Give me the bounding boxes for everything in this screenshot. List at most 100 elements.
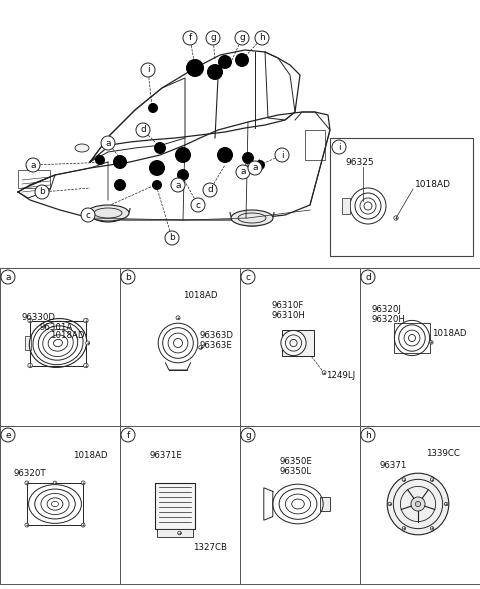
Text: d: d <box>207 186 213 194</box>
Text: i: i <box>147 65 149 74</box>
Text: g: g <box>210 34 216 42</box>
Bar <box>24 336 31 350</box>
Text: a: a <box>105 138 111 147</box>
Text: 1339CC: 1339CC <box>426 449 460 458</box>
Circle shape <box>81 481 85 485</box>
Text: f: f <box>126 431 130 439</box>
Circle shape <box>235 53 249 67</box>
Circle shape <box>178 531 181 535</box>
Text: 96371E: 96371E <box>149 452 182 461</box>
Circle shape <box>1 270 15 284</box>
Circle shape <box>121 428 135 442</box>
Circle shape <box>199 346 202 349</box>
Text: 96363E: 96363E <box>200 340 233 349</box>
Circle shape <box>236 165 250 179</box>
Ellipse shape <box>75 144 89 152</box>
Circle shape <box>411 497 425 511</box>
Bar <box>27 483 83 525</box>
Circle shape <box>217 147 233 163</box>
Bar <box>0 268 120 426</box>
Circle shape <box>149 160 165 176</box>
Circle shape <box>361 428 375 442</box>
Circle shape <box>35 185 49 199</box>
Circle shape <box>255 160 265 170</box>
Bar <box>360 426 480 584</box>
Text: 1018AD: 1018AD <box>50 332 84 340</box>
Bar <box>320 497 330 511</box>
Bar <box>240 268 360 426</box>
Text: 1018AD: 1018AD <box>73 452 108 461</box>
Bar <box>240 426 360 584</box>
Text: 96320H: 96320H <box>372 316 406 325</box>
Text: 96310F: 96310F <box>272 300 304 309</box>
Circle shape <box>95 155 105 165</box>
Circle shape <box>387 473 449 535</box>
Bar <box>360 268 480 426</box>
Circle shape <box>444 502 448 506</box>
Circle shape <box>322 370 326 375</box>
Circle shape <box>81 523 85 527</box>
Circle shape <box>171 178 185 192</box>
Text: c: c <box>245 273 251 282</box>
Text: b: b <box>39 187 45 197</box>
Circle shape <box>136 123 150 137</box>
Text: a: a <box>30 160 36 170</box>
Text: 1327CB: 1327CB <box>193 544 227 552</box>
Text: i: i <box>281 151 283 160</box>
Text: 96350E: 96350E <box>280 458 313 466</box>
Bar <box>282 330 314 356</box>
Bar <box>157 530 193 537</box>
Circle shape <box>26 158 40 172</box>
Circle shape <box>241 428 255 442</box>
Bar <box>330 138 473 256</box>
Circle shape <box>186 59 204 77</box>
Text: 96330D: 96330D <box>22 313 56 323</box>
Text: 96350L: 96350L <box>280 468 312 477</box>
Ellipse shape <box>231 210 273 226</box>
Bar <box>30 320 86 366</box>
Bar <box>120 268 240 426</box>
Circle shape <box>114 179 126 191</box>
Circle shape <box>25 523 29 527</box>
Circle shape <box>218 55 232 69</box>
Circle shape <box>148 103 158 113</box>
Circle shape <box>152 180 162 190</box>
Circle shape <box>84 363 88 368</box>
Circle shape <box>28 318 32 323</box>
Circle shape <box>255 31 269 45</box>
Circle shape <box>241 270 255 284</box>
Circle shape <box>28 363 32 368</box>
Bar <box>0 426 120 584</box>
Circle shape <box>275 148 289 162</box>
Text: 1018AD: 1018AD <box>183 290 217 299</box>
Circle shape <box>154 142 166 154</box>
Bar <box>342 198 350 214</box>
Text: a: a <box>252 164 258 173</box>
Text: h: h <box>365 431 371 439</box>
Text: 96320J: 96320J <box>372 306 402 315</box>
Text: 1018AD: 1018AD <box>432 329 467 337</box>
Text: 96371: 96371 <box>380 462 408 471</box>
Circle shape <box>430 478 434 481</box>
Circle shape <box>121 270 135 284</box>
Text: e: e <box>5 431 11 439</box>
Circle shape <box>176 316 180 320</box>
Bar <box>120 426 240 584</box>
Circle shape <box>394 216 398 220</box>
Circle shape <box>86 341 90 345</box>
Text: a: a <box>240 167 246 177</box>
Circle shape <box>248 161 262 175</box>
Text: 96325: 96325 <box>345 158 373 167</box>
Circle shape <box>203 183 217 197</box>
Text: d: d <box>365 273 371 282</box>
Circle shape <box>101 136 115 150</box>
Text: g: g <box>245 431 251 439</box>
Circle shape <box>177 169 189 181</box>
Circle shape <box>84 318 88 323</box>
Circle shape <box>430 527 434 530</box>
Text: h: h <box>259 34 265 42</box>
Circle shape <box>53 481 57 485</box>
Circle shape <box>206 31 220 45</box>
Circle shape <box>183 31 197 45</box>
Text: 96301A: 96301A <box>40 323 73 332</box>
